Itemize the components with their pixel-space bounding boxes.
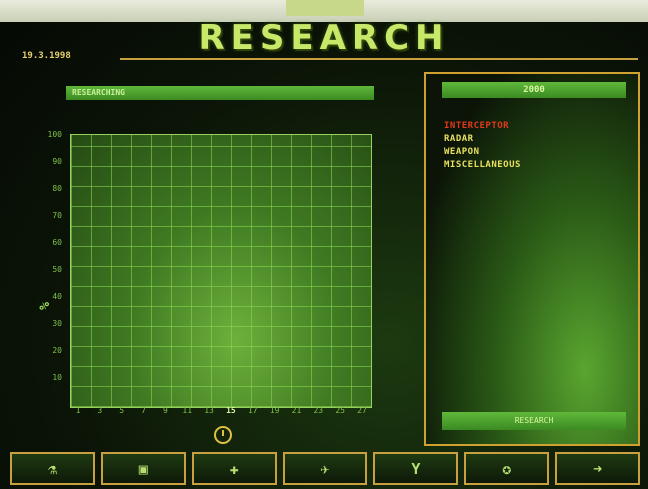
date-label: 19.3.1998 bbox=[22, 51, 71, 61]
x-tick-label: 9 bbox=[162, 406, 168, 415]
research-option-interceptor[interactable]: INTERCEPTOR bbox=[444, 121, 510, 131]
y-tick-label: 100 bbox=[47, 130, 62, 139]
x-tick-label: 23 bbox=[313, 406, 324, 415]
y-tick-label: 50 bbox=[52, 265, 62, 274]
x-tick-label: 25 bbox=[335, 406, 345, 415]
research-icon: ⚗ bbox=[47, 459, 57, 478]
y-tick-label: 60 bbox=[52, 238, 62, 247]
production-button[interactable]: ▣ bbox=[100, 452, 186, 485]
title-divider bbox=[120, 58, 638, 60]
options-footer[interactable]: RESEARCH bbox=[442, 412, 626, 430]
x-tick-label: 27 bbox=[357, 406, 367, 415]
x-tick-label: 3 bbox=[97, 406, 103, 415]
research-option-weapon[interactable]: WEAPON bbox=[444, 147, 480, 157]
y-tick-label: 40 bbox=[52, 292, 62, 301]
y-axis-label: % bbox=[38, 302, 53, 310]
production-icon: ▣ bbox=[138, 459, 148, 478]
x-tick-label: 11 bbox=[182, 406, 193, 415]
bottom-toolbar: ⚗ ▣ ✚ ✈ Y ✪ ➜ bbox=[10, 452, 641, 489]
x-tick-label: 13 bbox=[204, 406, 214, 415]
research-options-panel: 2000 INTERCEPTOR RADAR WEAPON MISCELLANEOUS… bbox=[424, 72, 640, 446]
clock-icon[interactable] bbox=[214, 426, 232, 444]
bases-icon: ✚ bbox=[229, 459, 239, 478]
y-tick-label: 90 bbox=[52, 157, 62, 166]
y-axis: % 100 90 80 70 60 50 40 30 20 10 bbox=[38, 126, 64, 416]
research-button[interactable]: ⚗ bbox=[10, 452, 95, 485]
globe-button[interactable]: ✪ bbox=[464, 452, 550, 485]
y-tick-label: 20 bbox=[52, 346, 62, 355]
x-tick-label: 7 bbox=[141, 406, 146, 415]
x-tick-label: 5 bbox=[119, 406, 125, 415]
chart-header: RESEARCHING bbox=[66, 86, 374, 100]
progress-grid[interactable] bbox=[70, 134, 372, 408]
x-tick-label: 1 bbox=[75, 406, 81, 415]
exit-icon: ➜ bbox=[593, 459, 603, 478]
research-option-list: INTERCEPTOR RADAR WEAPON MISCELLANEOUS bbox=[444, 120, 521, 172]
exit-button[interactable]: ➜ bbox=[555, 452, 641, 485]
personnel-button[interactable]: Y bbox=[373, 452, 459, 485]
x-tick-label: 19 bbox=[269, 406, 280, 415]
top-notch bbox=[286, 0, 364, 16]
y-tick-label: 80 bbox=[52, 184, 62, 193]
options-header: 2000 bbox=[442, 82, 626, 98]
bases-button[interactable]: ✚ bbox=[191, 452, 277, 485]
x-tick-label: 21 bbox=[291, 406, 302, 415]
x-axis: 1 3 5 7 9 11 13 15 17 19 21 23 25 27 bbox=[70, 406, 370, 418]
globe-icon: ✪ bbox=[502, 459, 512, 478]
y-tick-label: 70 bbox=[52, 211, 62, 220]
page-title: RESEARCH bbox=[198, 18, 450, 58]
y-tick-label: 30 bbox=[52, 319, 62, 328]
research-option-miscellaneous[interactable]: MISCELLANEOUS bbox=[444, 160, 521, 170]
personnel-icon: Y bbox=[411, 459, 421, 478]
craft-icon: ✈ bbox=[320, 459, 330, 478]
research-option-radar[interactable]: RADAR bbox=[444, 134, 474, 144]
y-tick-label: 10 bbox=[52, 373, 62, 382]
x-tick-label: 17 bbox=[247, 406, 258, 415]
craft-button[interactable]: ✈ bbox=[282, 452, 368, 485]
x-tick-label: 15 bbox=[226, 406, 236, 415]
